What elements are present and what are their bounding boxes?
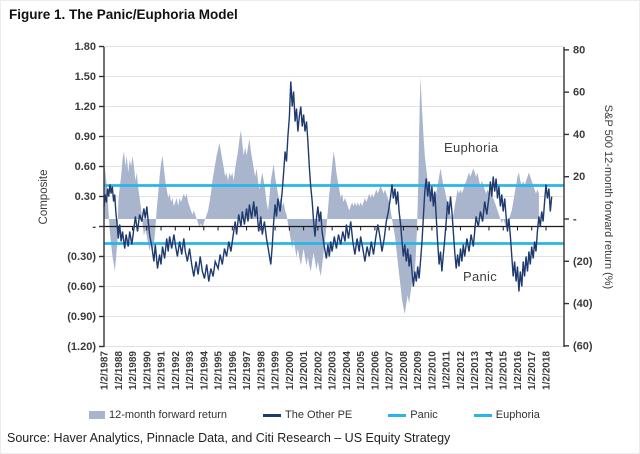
right-axis-tick-label: 60 bbox=[573, 87, 585, 99]
x-axis-tick-label: 1/2/1999 bbox=[271, 351, 282, 390]
x-axis-tick-label: 1/2/1995 bbox=[214, 351, 225, 390]
x-axis-tick-label: 1/2/1993 bbox=[185, 351, 196, 390]
left-axis-tick-label: 1.20 bbox=[75, 101, 96, 113]
legend-label: Euphoria bbox=[495, 409, 540, 421]
euphoria-swatch-icon bbox=[473, 413, 492, 417]
left-axis-tick-label: - bbox=[92, 221, 96, 233]
x-axis-tick-label: 1/2/2016 bbox=[513, 351, 524, 390]
x-axis-tick-label: 1/2/2002 bbox=[313, 351, 324, 390]
figure-title: Figure 1. The Panic/Euphoria Model bbox=[9, 7, 238, 22]
legend-item-forward-return: 12-month forward return bbox=[89, 409, 227, 421]
forward-return-swatch-icon bbox=[89, 411, 105, 419]
x-axis-tick-label: 1/2/2012 bbox=[456, 351, 467, 390]
legend-label: 12-month forward return bbox=[109, 409, 227, 421]
right-axis-tick-label: 20 bbox=[573, 171, 585, 183]
x-axis-tick-label: 1/2/1989 bbox=[128, 351, 139, 390]
left-axis-tick-label: (1.20) bbox=[67, 341, 96, 353]
x-axis-tick-label: 1/2/2008 bbox=[399, 351, 410, 390]
left-axis-tick-label: 1.80 bbox=[75, 41, 96, 53]
right-axis-tick-label: (40) bbox=[573, 298, 593, 310]
x-axis-tick-label: 1/2/2011 bbox=[442, 351, 453, 390]
right-axis-tick-label: - bbox=[573, 214, 577, 226]
panic-euphoria-chart: 1.80 1.50 1.20 0.90 0.60 0.30 - (0.30) (0.60) (0.… bbox=[38, 41, 614, 390]
x-axis-tick-label: 1/2/1997 bbox=[242, 351, 253, 390]
x-axis-tick-label: 1/2/1998 bbox=[256, 351, 267, 390]
x-axis-tick-label: 1/2/2010 bbox=[427, 351, 438, 390]
x-axis-tick-label: 1/2/2005 bbox=[356, 351, 367, 390]
legend-label: Panic bbox=[410, 409, 438, 421]
left-axis-tick-label: 0.30 bbox=[75, 191, 96, 203]
legend-item-euphoria: Euphoria bbox=[473, 409, 540, 421]
panic-swatch-icon bbox=[388, 413, 407, 417]
x-axis-tick-label: 1/2/2006 bbox=[370, 351, 381, 390]
x-axis-labels: 1/2/1987 1/2/1988 1/2/1989 1/2/1990 1/2/1991… bbox=[100, 351, 553, 390]
left-axis-tick-label: (0.30) bbox=[67, 251, 96, 263]
legend-item-panic: Panic bbox=[388, 409, 438, 421]
left-axis-tick-label: (0.60) bbox=[67, 281, 96, 293]
x-axis-tick-label: 1/2/2000 bbox=[285, 351, 296, 390]
zero-axis bbox=[103, 225, 564, 231]
x-axis-tick-label: 1/2/2004 bbox=[342, 351, 353, 390]
x-axis-tick-label: 1/2/1994 bbox=[199, 351, 210, 390]
x-axis-tick-label: 1/2/2018 bbox=[542, 351, 553, 390]
other-pe-swatch-icon bbox=[263, 413, 281, 417]
euphoria-annotation: Euphoria bbox=[444, 140, 499, 155]
x-axis-tick-label: 1/2/1991 bbox=[157, 351, 168, 390]
right-axis-tick-label: (60) bbox=[573, 340, 593, 352]
panic-annotation: Panic bbox=[463, 269, 498, 284]
left-axis-tick-label: (0.90) bbox=[67, 311, 96, 323]
left-axis-tick-label: 0.90 bbox=[75, 131, 96, 143]
chart-legend: 12-month forward return The Other PE Pan… bbox=[89, 409, 540, 421]
right-axis-tick-label: (20) bbox=[573, 256, 593, 268]
right-axis-tick-label: 40 bbox=[573, 129, 585, 141]
x-axis-tick-label: 1/2/2014 bbox=[485, 351, 496, 390]
x-axis-tick-label: 1/2/1990 bbox=[142, 351, 153, 390]
right-axis-title: S&P 500 12-month forward return (%) bbox=[602, 105, 614, 289]
legend-item-other-pe: The Other PE bbox=[263, 409, 352, 421]
right-axis: 80 60 40 20 - (20) (40) (60) S&P 500 12-month fo… bbox=[563, 44, 614, 352]
left-axis: 1.80 1.50 1.20 0.90 0.60 0.30 - (0.30) (0.60) (0.… bbox=[38, 41, 105, 353]
x-axis-tick-label: 1/2/2003 bbox=[328, 351, 339, 390]
x-axis-tick-label: 1/2/1987 bbox=[100, 351, 111, 390]
right-axis-tick-label: 80 bbox=[573, 44, 585, 56]
x-axis-tick-label: 1/2/2001 bbox=[299, 351, 310, 390]
x-axis-tick-label: 1/2/2007 bbox=[385, 351, 396, 390]
x-axis-tick-label: 1/2/2017 bbox=[527, 351, 538, 390]
forward-return-area bbox=[104, 77, 539, 315]
x-axis-tick-label: 1/2/1992 bbox=[171, 351, 182, 390]
legend-label: The Other PE bbox=[285, 409, 353, 421]
left-axis-title: Composite bbox=[38, 170, 50, 225]
other-pe-line bbox=[103, 81, 553, 292]
x-axis-tick-label: 1/2/1988 bbox=[114, 351, 125, 390]
left-axis-tick-label: 1.50 bbox=[75, 71, 96, 83]
x-axis-tick-label: 1/2/2009 bbox=[413, 351, 424, 390]
source-note: Source: Haver Analytics, Pinnacle Data, … bbox=[7, 431, 451, 445]
left-axis-tick-label: 0.60 bbox=[75, 161, 96, 173]
x-axis-tick-label: 1/2/2013 bbox=[470, 351, 481, 390]
x-axis-tick-label: 1/2/2015 bbox=[499, 351, 510, 390]
x-axis-tick-label: 1/2/1996 bbox=[228, 351, 239, 390]
